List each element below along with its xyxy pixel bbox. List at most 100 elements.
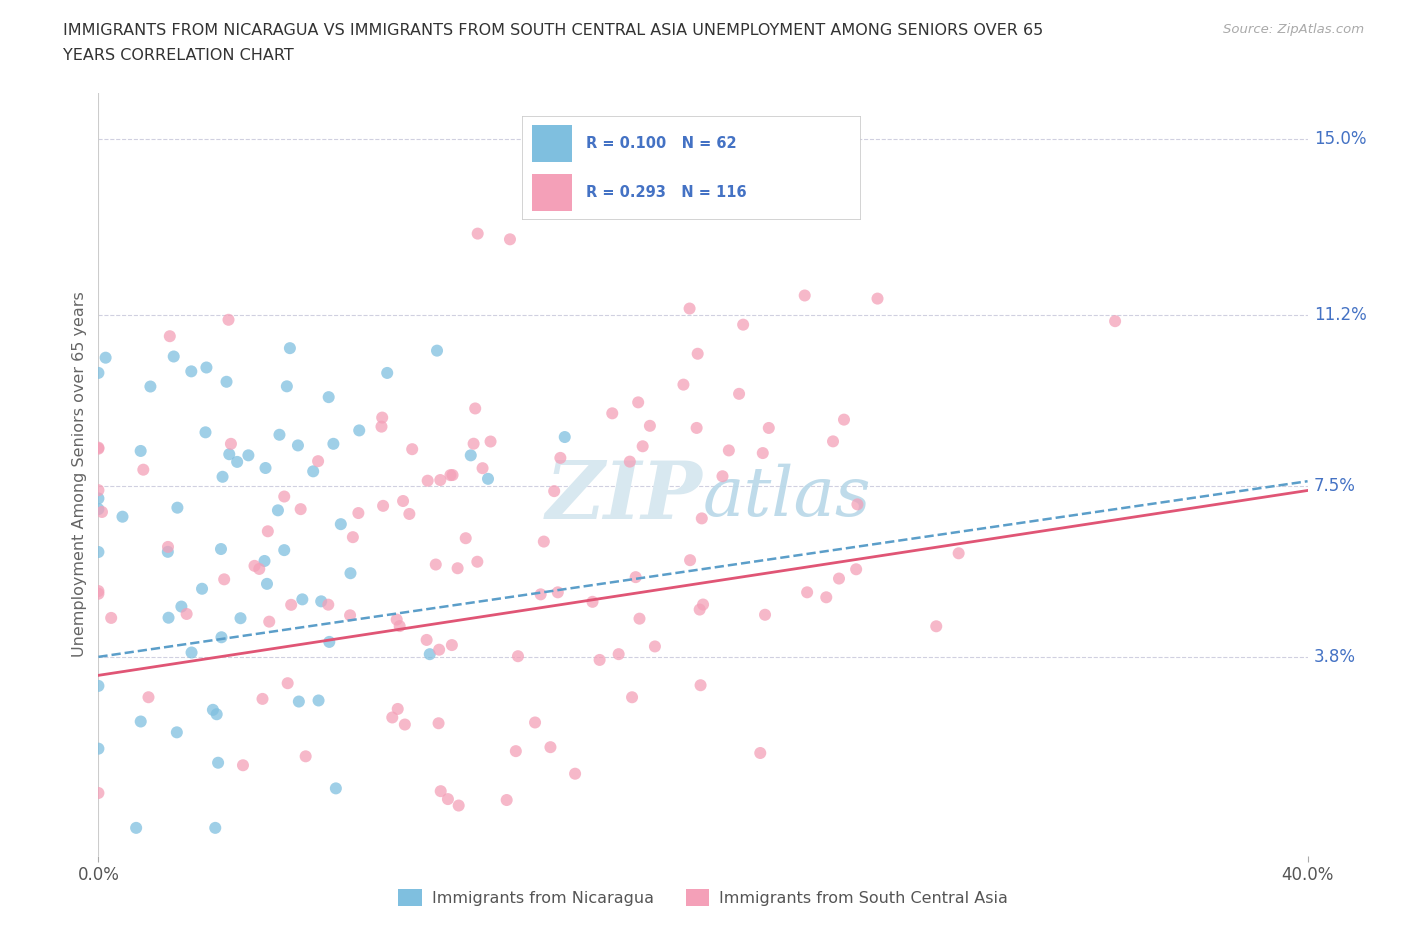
Point xyxy=(87,545,110,560)
Point xyxy=(87,365,110,380)
Point xyxy=(524,715,547,730)
Point xyxy=(554,430,576,445)
Point xyxy=(796,585,818,600)
Point xyxy=(318,634,340,649)
Point xyxy=(621,690,644,705)
Point xyxy=(191,581,214,596)
Point xyxy=(329,517,352,532)
Point xyxy=(948,546,970,561)
Point xyxy=(219,436,242,451)
Point xyxy=(87,483,110,498)
Point xyxy=(243,558,266,573)
Point xyxy=(533,534,555,549)
Text: 11.2%: 11.2% xyxy=(1313,306,1367,324)
Point xyxy=(465,554,488,569)
Point xyxy=(325,781,347,796)
Point xyxy=(588,653,610,668)
Point xyxy=(371,498,394,513)
Point xyxy=(87,441,110,456)
Point xyxy=(627,395,650,410)
Point xyxy=(273,489,295,504)
Point xyxy=(87,491,110,506)
Point xyxy=(846,497,869,512)
Point xyxy=(273,543,295,558)
Point xyxy=(401,442,423,457)
Point xyxy=(238,448,260,463)
Point xyxy=(156,539,179,554)
Point xyxy=(347,423,370,438)
Point xyxy=(463,436,485,451)
Point xyxy=(388,618,411,633)
Point xyxy=(287,438,309,453)
Point xyxy=(672,378,695,392)
Point xyxy=(832,412,855,427)
Point xyxy=(209,541,232,556)
Point xyxy=(564,766,586,781)
Point xyxy=(211,630,233,644)
Point xyxy=(316,597,339,612)
Point xyxy=(256,577,278,591)
Point xyxy=(342,530,364,545)
Point xyxy=(87,786,110,801)
Point xyxy=(495,792,517,807)
Point xyxy=(253,553,276,568)
Point xyxy=(416,473,439,488)
Text: ZIP: ZIP xyxy=(546,458,703,536)
Point xyxy=(176,606,198,621)
Point xyxy=(163,349,186,364)
Point xyxy=(446,561,468,576)
Point xyxy=(387,701,409,716)
Point xyxy=(139,379,162,394)
Point xyxy=(87,440,110,455)
Text: 15.0%: 15.0% xyxy=(1313,130,1367,148)
Point xyxy=(607,646,630,661)
Point xyxy=(129,714,152,729)
Point xyxy=(547,585,569,600)
Point xyxy=(211,470,233,485)
Text: atlas: atlas xyxy=(703,464,872,531)
Point xyxy=(392,494,415,509)
Point xyxy=(166,724,188,739)
Point xyxy=(624,570,647,585)
Legend: Immigrants from Nicaragua, Immigrants from South Central Asia: Immigrants from Nicaragua, Immigrants fr… xyxy=(392,884,1014,912)
Point xyxy=(339,608,361,623)
Point xyxy=(427,716,450,731)
Point xyxy=(821,434,844,449)
Point xyxy=(1104,313,1126,328)
Point xyxy=(447,798,470,813)
Point xyxy=(460,448,482,463)
Point xyxy=(157,610,180,625)
Point xyxy=(425,557,447,572)
Point xyxy=(685,420,707,435)
Point xyxy=(752,445,775,460)
Point xyxy=(679,552,702,567)
Text: 7.5%: 7.5% xyxy=(1313,477,1355,495)
Point xyxy=(631,439,654,454)
Point xyxy=(339,565,361,580)
Point xyxy=(267,503,290,518)
Point xyxy=(291,591,314,606)
Point xyxy=(749,746,772,761)
Point xyxy=(815,590,838,604)
Point xyxy=(454,531,477,546)
Point xyxy=(280,597,302,612)
Point xyxy=(828,571,851,586)
Point xyxy=(619,454,641,469)
Point xyxy=(170,599,193,614)
Point xyxy=(678,301,700,316)
Point xyxy=(229,611,252,626)
Point xyxy=(100,610,122,625)
Point xyxy=(429,784,451,799)
Point xyxy=(479,434,502,449)
Point xyxy=(207,755,229,770)
Point xyxy=(254,460,277,475)
Point xyxy=(156,544,179,559)
Point xyxy=(212,572,235,587)
Point xyxy=(277,676,299,691)
Point xyxy=(290,501,312,516)
Point xyxy=(754,607,776,622)
Point xyxy=(925,618,948,633)
Point xyxy=(689,678,711,693)
Point xyxy=(437,791,460,806)
Point xyxy=(87,586,110,601)
